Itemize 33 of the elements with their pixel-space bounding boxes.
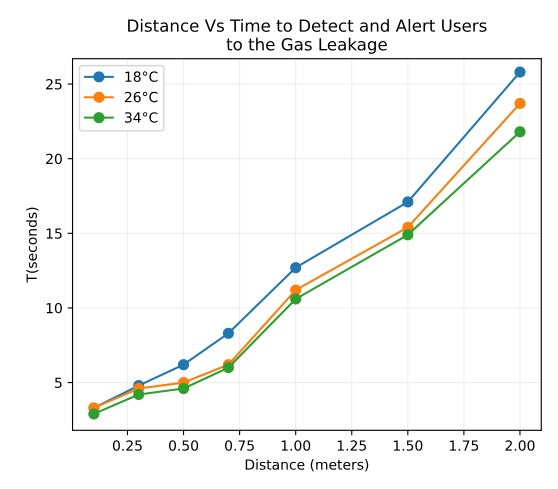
point bbox=[222, 328, 234, 339]
point bbox=[402, 196, 414, 208]
chart-title: Distance Vs Time to Detect and Alert Users to the Gas Leakage bbox=[128, 19, 487, 54]
x-tick-label: 2.00 bbox=[506, 440, 534, 451]
point bbox=[178, 359, 190, 370]
x-tick-label: 1.25 bbox=[338, 440, 366, 451]
point bbox=[290, 293, 302, 305]
point bbox=[290, 284, 302, 296]
x-tick-label: 0.25 bbox=[112, 440, 142, 451]
point bbox=[514, 126, 526, 138]
point bbox=[222, 362, 234, 374]
x-axis-title: Distance (meters) bbox=[246, 459, 368, 472]
point bbox=[514, 98, 526, 110]
x-tick-label: 1.00 bbox=[282, 440, 310, 451]
legend-label: 18°C bbox=[125, 71, 158, 82]
y-tick-label: 25 bbox=[46, 79, 62, 90]
y-tick-label: 20 bbox=[46, 154, 62, 164]
x-tick-label: 0.75 bbox=[225, 440, 254, 451]
y-tick-label: 5 bbox=[55, 378, 62, 388]
x-tick-label: 0.50 bbox=[169, 440, 198, 451]
legend-label: 26°C bbox=[124, 92, 158, 102]
point bbox=[88, 408, 100, 420]
point bbox=[290, 262, 302, 274]
point bbox=[133, 388, 144, 400]
y-tick-label: 10 bbox=[46, 302, 62, 314]
y-axis-title: T(seconds) bbox=[26, 208, 39, 283]
point bbox=[514, 66, 526, 78]
point bbox=[402, 229, 414, 240]
legend-label: 34°C bbox=[124, 112, 158, 123]
x-tick-label: 1.75 bbox=[450, 440, 478, 451]
x-tick-label: 1.50 bbox=[394, 440, 422, 451]
point bbox=[178, 382, 190, 394]
y-tick-label: 15 bbox=[46, 228, 62, 239]
